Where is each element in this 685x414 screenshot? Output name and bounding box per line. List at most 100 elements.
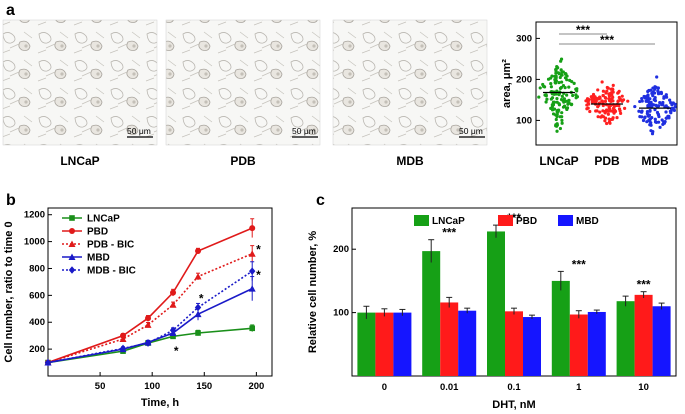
y-tick-label: 600 (29, 290, 45, 301)
data-point (651, 103, 656, 107)
data-point (556, 110, 560, 114)
data-point (673, 102, 677, 106)
data-point (623, 106, 627, 110)
bar (616, 301, 635, 376)
bar (551, 280, 570, 376)
data-point (601, 115, 606, 119)
scale-bar-label: 50 μm (459, 126, 483, 136)
data-point (603, 111, 607, 115)
bar (652, 306, 671, 376)
dht-bar-chart: 100 200 DHT, nM Relative cell number, % 0 0.0… (307, 207, 677, 411)
data-point (616, 99, 621, 103)
data-point (601, 93, 605, 98)
legend-label: LNCaP (87, 214, 120, 225)
data-point (560, 80, 564, 84)
x-tick-label: 150 (196, 381, 212, 392)
data-point (607, 92, 611, 96)
data-point (606, 112, 610, 116)
series-marker (195, 330, 201, 336)
data-point (559, 59, 563, 63)
data-point (669, 111, 673, 115)
data-point (604, 91, 608, 95)
data-point (610, 93, 614, 97)
series-marker (69, 215, 75, 221)
data-point (658, 125, 662, 129)
series-marker (119, 335, 127, 343)
data-point (555, 129, 559, 133)
data-point (558, 75, 562, 80)
data-point (642, 94, 646, 99)
series-marker (249, 325, 256, 332)
data-point (620, 94, 624, 98)
series-marker (119, 344, 127, 353)
data-point (560, 121, 564, 125)
significance-label: *** (637, 278, 651, 292)
bar (357, 312, 376, 376)
data-point (538, 86, 542, 90)
bar (505, 311, 523, 376)
series-marker (144, 339, 152, 347)
panel-a-label: a (6, 2, 15, 19)
data-point (554, 113, 558, 117)
x-axis-title: DHT, nM (492, 399, 535, 411)
data-point (662, 96, 666, 100)
data-point (649, 121, 653, 125)
data-point (661, 122, 665, 126)
micrograph-caption: PDB (230, 154, 256, 168)
data-point (537, 95, 541, 99)
legend-swatch (498, 215, 513, 226)
data-point (664, 93, 668, 97)
data-point (645, 111, 649, 116)
data-point (560, 118, 564, 122)
data-point (649, 123, 653, 127)
x-category-label: MDB (641, 154, 669, 168)
data-point (645, 120, 649, 124)
series-marker (69, 228, 75, 234)
y-tick-label: 300 (516, 33, 532, 44)
data-point (617, 95, 621, 100)
bar (393, 312, 412, 376)
significance-star: * (256, 268, 261, 282)
micrograph-pdb: 50 μm PDB (165, 19, 321, 168)
y-tick-label: 1200 (24, 210, 45, 221)
x-tick-label: 0.01 (440, 382, 459, 393)
data-point (653, 108, 657, 112)
series-marker (248, 250, 256, 257)
data-point (639, 110, 644, 114)
data-point (619, 98, 623, 102)
series-marker (195, 248, 202, 255)
data-point (611, 88, 615, 92)
data-point (660, 118, 664, 122)
significance-label: *** (576, 23, 590, 37)
significance-star: * (199, 292, 204, 306)
data-point (653, 120, 658, 124)
series-marker (68, 266, 76, 274)
data-point (600, 99, 604, 103)
data-point (597, 97, 601, 101)
data-point (546, 77, 551, 81)
data-point (601, 109, 605, 113)
data-point (664, 104, 668, 108)
data-point (554, 117, 558, 122)
data-point (603, 119, 607, 123)
x-tick-label: 10 (638, 382, 649, 393)
y-tick-label: 800 (29, 263, 45, 274)
data-point (567, 85, 571, 89)
data-point (656, 113, 661, 117)
legend-label: PDB - BIC (87, 240, 134, 251)
data-point (574, 96, 578, 100)
data-point (638, 115, 642, 119)
bar (440, 302, 459, 376)
plot-frame (47, 207, 273, 377)
data-point (615, 116, 619, 120)
scale-bar-label: 50 μm (292, 126, 316, 136)
data-point (545, 97, 549, 101)
panel-b-label: b (6, 192, 16, 209)
data-point (604, 96, 608, 100)
data-point (552, 107, 557, 111)
x-tick-label: 200 (248, 381, 264, 392)
data-point (557, 103, 562, 107)
data-point (603, 99, 608, 104)
x-category-label: PDB (594, 154, 620, 168)
data-point (650, 115, 654, 120)
